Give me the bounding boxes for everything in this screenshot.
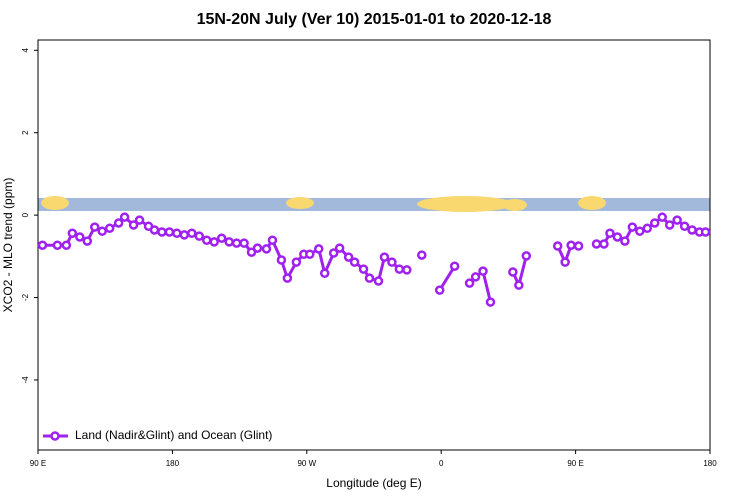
data-point [128,220,139,230]
data-point [334,243,345,253]
data-point [201,235,212,246]
data-point [672,215,682,225]
data-point [566,240,576,250]
data-point [349,257,360,267]
data-point [305,249,315,260]
data-point [61,240,72,250]
data-point [521,251,532,261]
data-point [252,243,263,253]
data-point [635,226,645,236]
data-point [470,272,481,282]
data-point [282,273,293,283]
data-point [89,222,100,232]
data-point [373,276,384,286]
data-point [37,240,48,250]
data-point [119,212,130,222]
data-point [52,240,63,250]
data-point [700,227,711,237]
x-axis-label: Longitude (deg E) [326,476,421,490]
y-tick-label: -4 [21,376,30,384]
data-point [552,241,563,251]
y-axis-label: XCO2 - MLO trend (ppm) [1,178,15,313]
data-point [591,239,602,249]
data-point [261,244,272,254]
data-point [224,237,234,247]
data-point [149,225,160,235]
legend-marker [50,431,60,441]
data-point [599,239,609,249]
data-point [179,230,190,240]
data-point [560,257,570,267]
data-point [387,257,397,267]
data-point [82,236,93,246]
data-point [379,252,390,262]
data-point [209,237,219,247]
data-point [434,285,445,295]
y-tick-label: 2 [21,130,30,135]
data-point [67,228,78,239]
data-point [464,278,475,288]
plot-frame [37,39,711,451]
x-tick-label: 90 E [567,459,583,468]
data-point [164,227,175,237]
data-point [657,212,667,222]
data-point [75,232,85,242]
data-point [642,223,653,234]
data-point [172,228,182,239]
data-point [485,297,496,307]
data-point [194,231,205,241]
data-point [649,218,660,228]
x-tick-label: 180 [166,459,180,468]
data-point [328,248,339,258]
data-point [343,252,354,262]
data-point [394,264,405,274]
data-point [620,236,630,246]
x-tick-label: 180 [703,459,717,468]
data-point [449,261,460,271]
data-point [627,222,638,232]
y-tick-label: 4 [21,48,30,53]
data-point [246,247,257,257]
data-point [97,226,107,236]
data-point [231,238,242,248]
data-point [687,225,697,235]
y-tick-label: -2 [21,293,30,301]
data-point [402,265,412,275]
data-point [187,228,197,239]
data-point [508,267,518,277]
data-point [679,221,690,232]
legend-label: Land (Nadir&Glint) and Ocean (Glint) [75,428,272,442]
data-point [157,227,167,237]
data-point [113,218,124,228]
data-point [134,215,145,225]
x-tick-label: 90 E [30,459,46,468]
data-point [358,264,369,274]
data-point [216,233,227,243]
data-point [267,235,278,246]
data-point [664,220,675,230]
data-point [612,232,623,242]
data-point [514,280,524,290]
x-tick-label: 90 W [297,459,316,468]
y-tick-label: 0 [21,212,30,217]
data-point [291,257,302,267]
data-point [478,266,488,276]
map-band [38,196,710,212]
chart-title: 15N-20N July (Ver 10) 2015-01-01 to 2020… [197,11,552,28]
data-point [313,244,324,254]
data-point [364,273,375,283]
data-point [239,238,249,248]
data-point [104,223,115,234]
data-point [319,268,330,278]
data-point [573,241,584,251]
data-point [605,228,615,239]
data-point [276,255,287,265]
data-point [417,250,427,260]
x-tick-label: 0 [439,459,444,468]
